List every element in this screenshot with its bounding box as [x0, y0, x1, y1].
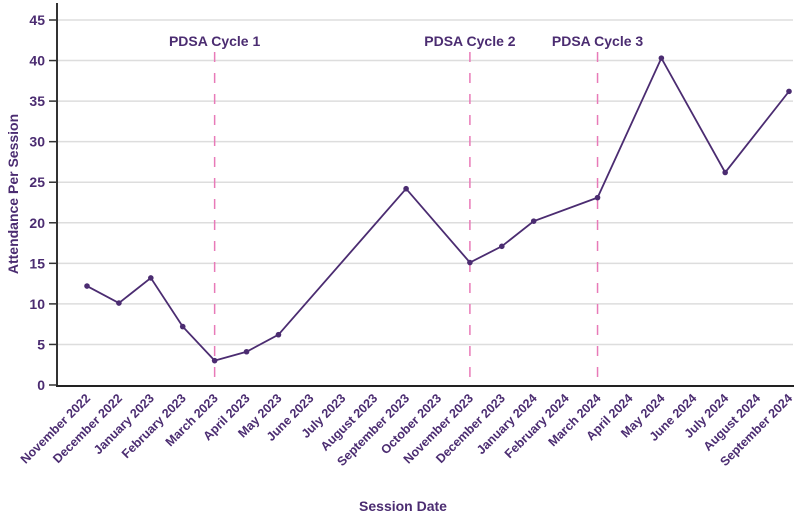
- y-tick-label: 0: [37, 377, 45, 393]
- y-tick-label: 10: [29, 296, 45, 312]
- x-axis-label: Session Date: [359, 498, 447, 514]
- data-point: [211, 357, 218, 364]
- data-point: [786, 88, 792, 95]
- y-tick-label: 40: [29, 53, 45, 69]
- data-point: [116, 300, 122, 306]
- y-tick-label: 45: [29, 12, 45, 28]
- data-point: [243, 348, 250, 355]
- data-point: [84, 283, 90, 289]
- y-axis-label: Attendance Per Session: [5, 114, 21, 274]
- data-point: [499, 243, 505, 250]
- data-point: [530, 218, 537, 224]
- data-point: [658, 55, 665, 61]
- y-tick-label: 30: [29, 134, 45, 150]
- y-axis-ticks: 0 5 10 15 20 25 30 35 40 45: [29, 12, 57, 393]
- y-tick-label: 5: [37, 336, 45, 352]
- y-tick-label: 15: [29, 255, 45, 271]
- data-point: [467, 259, 473, 266]
- data-point: [594, 194, 601, 201]
- data-point: [275, 331, 282, 338]
- y-tick-label: 35: [29, 93, 45, 109]
- data-point: [179, 323, 186, 330]
- data-point: [148, 275, 154, 281]
- data-point: [403, 185, 409, 192]
- annotation-label: PDSA Cycle 2: [424, 33, 516, 49]
- annotations: PDSA Cycle 1 PDSA Cycle 2 PDSA Cycle 3: [169, 33, 643, 385]
- y-tick-label: 25: [29, 174, 45, 190]
- series-line: [86, 56, 790, 362]
- series-attendance: [84, 55, 792, 364]
- gridlines: [57, 19, 793, 346]
- data-point: [722, 169, 728, 176]
- annotation-label: PDSA Cycle 1: [169, 33, 261, 49]
- annotation-label: PDSA Cycle 3: [552, 33, 644, 49]
- y-tick-label: 20: [29, 215, 45, 231]
